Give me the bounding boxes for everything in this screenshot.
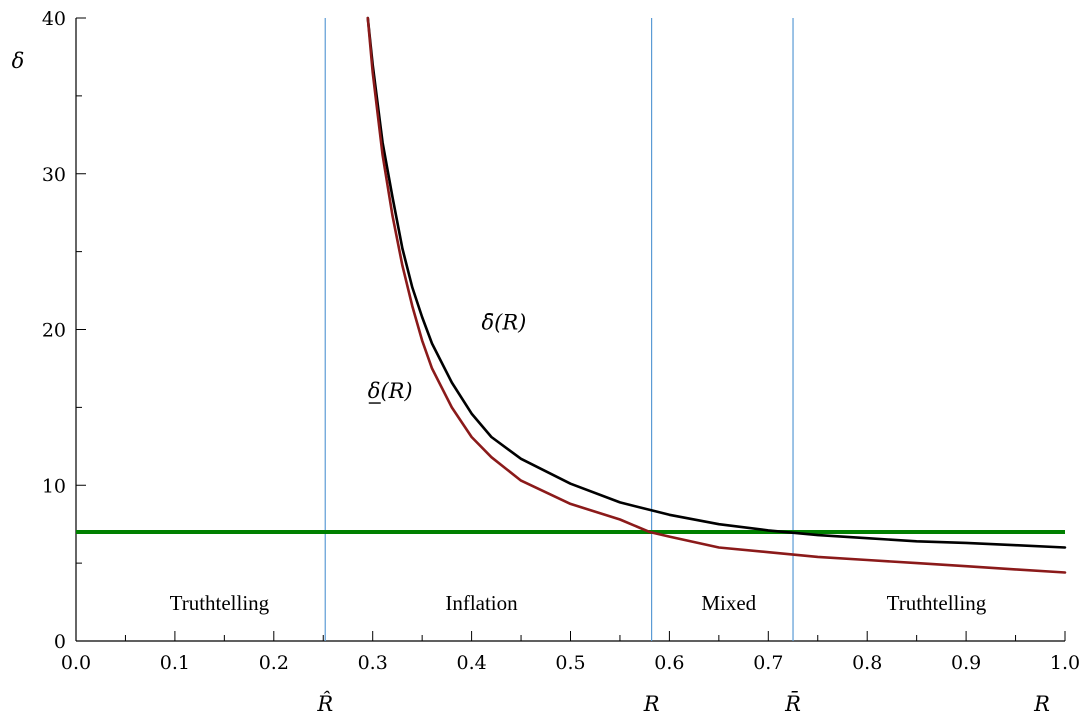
x-tick-label: 0.0 [61,652,91,674]
vertical-line-label: R [643,692,660,716]
series-line-delta-bar [366,16,1067,549]
curve-label-delta-underline: δ(R) [368,379,413,403]
region-label: Mixed [701,591,756,615]
y-axis-title: δ [12,49,25,73]
labels: Truthtelling Inflation Mixed Truthtelling δ̄… [170,311,987,615]
region-label: Truthtelling [170,591,270,615]
series-line-delta-underline [366,16,1067,574]
x-tick-label: 0.6 [654,652,684,674]
region-label: Truthtelling [887,591,987,615]
y-tick-label: 10 [42,475,66,497]
y-tick-label: 30 [42,164,66,186]
y-tick-label: 0 [54,631,66,653]
vertical-line-label: R̂ [316,692,333,716]
region-label: Inflation [445,591,518,615]
x-axis-title: R [1033,692,1050,716]
axes: 0.0 0.1 0.2 0.3 0.4 0.5 0.6 0.7 0.8 0.9 1.0 0 10 20 30… [12,8,1080,716]
y-tick-label: 40 [42,8,66,30]
x-tick-label: 0.9 [951,652,981,674]
x-tick-label: 1.0 [1050,652,1080,674]
x-tick-label: 0.8 [852,652,882,674]
vertical-line-label: R̄ [784,691,801,716]
x-tick-label: 0.5 [555,652,585,674]
x-tick-label: 0.4 [456,652,486,674]
curve-label-delta-bar: δ̄(R) [481,311,526,335]
series-group [366,16,1067,574]
x-tick-label: 0.2 [259,652,289,674]
vertical-lines: R̂ R R̄ [316,18,801,716]
x-tick-label: 0.1 [160,652,190,674]
x-tick-label: 0.3 [358,652,388,674]
y-tick-label: 20 [42,320,66,342]
x-tick-label: 0.7 [753,652,783,674]
